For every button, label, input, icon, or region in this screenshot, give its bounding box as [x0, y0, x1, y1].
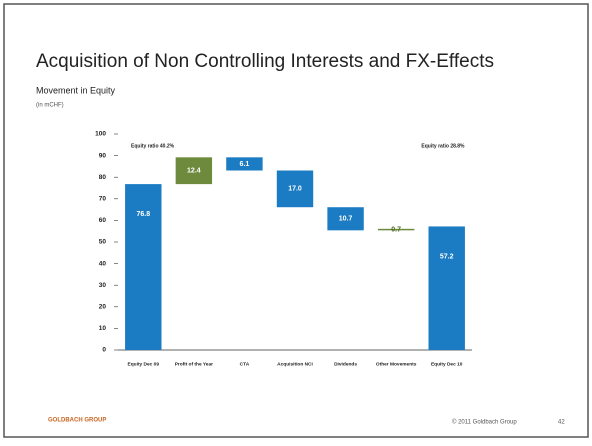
- y-tick-label: 10: [99, 325, 107, 332]
- x-tick-label: Profit of the Year: [175, 361, 213, 367]
- y-tick-label: 20: [99, 304, 107, 311]
- bar: [377, 228, 415, 231]
- x-tick-label: CTA: [240, 361, 250, 367]
- y-tick-label: 80: [99, 174, 107, 181]
- value-label: 12.4: [187, 168, 201, 175]
- x-tick-label: Dividends: [334, 361, 357, 367]
- value-label: 57.2: [440, 253, 454, 260]
- unit-note: (in mCHF): [36, 103, 64, 109]
- x-tick-label: Acquisition NCI: [277, 361, 313, 367]
- y-tick-label: 70: [99, 196, 107, 203]
- annotation: Equity ratio 40.2%: [131, 143, 175, 149]
- value-label: 10.7: [339, 216, 353, 223]
- page-number: 42: [558, 420, 565, 426]
- annotation: Equity ratio 28.8%: [421, 143, 465, 149]
- value-label: 17.0: [288, 186, 302, 193]
- bar: [428, 226, 465, 350]
- x-tick-label: Other Movements: [376, 361, 417, 367]
- logo: GOLDBACH GROUP: [48, 418, 106, 424]
- bar: [226, 157, 263, 171]
- bar: [125, 184, 162, 350]
- x-tick-label: Equity Dec 09: [128, 361, 160, 367]
- value-label: 76.8: [136, 211, 150, 218]
- subtitle: Movement in Equity: [36, 85, 116, 95]
- y-tick-label: 30: [99, 282, 107, 289]
- value-label: 0.7: [391, 226, 401, 233]
- bar: [175, 157, 213, 185]
- y-tick-label: 0: [102, 347, 106, 354]
- y-tick-label: 90: [99, 152, 107, 159]
- copyright: © 2011 Goldbach Group: [452, 419, 517, 426]
- slide-frame: [3, 3, 589, 438]
- y-tick-label: 40: [99, 260, 107, 267]
- y-tick-label: 50: [99, 239, 107, 246]
- slide-title: Acquisition of Non Controlling Interests…: [36, 51, 494, 72]
- y-tick-label: 100: [95, 131, 106, 138]
- bar: [327, 207, 364, 231]
- x-tick-label: Equity Dec 10: [431, 361, 463, 367]
- y-tick-label: 60: [99, 217, 107, 224]
- value-label: 6.1: [240, 161, 250, 168]
- bar: [276, 170, 314, 208]
